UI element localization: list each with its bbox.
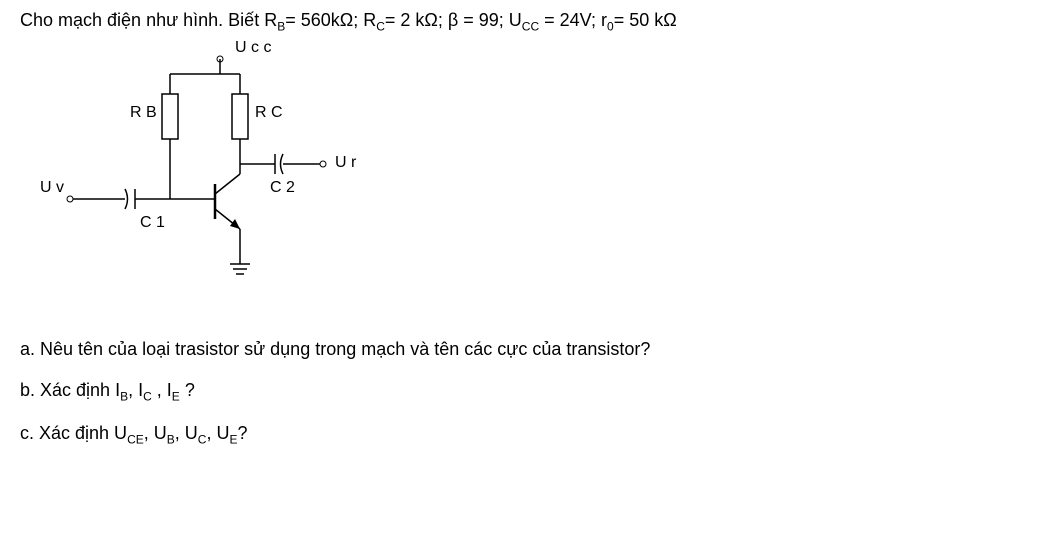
qb-mid1: , I xyxy=(128,380,143,400)
r0-val: = 50 kΩ xyxy=(614,10,677,30)
rc-sub: C xyxy=(376,20,385,34)
problem-statement: Cho mạch điện như hình. Biết RB= 560kΩ; … xyxy=(20,10,1021,34)
qc-uce: CE xyxy=(127,433,144,447)
qb-suffix: ? xyxy=(180,380,195,400)
rb-val: = 560kΩ; R xyxy=(285,10,376,30)
qb-ic: C xyxy=(143,389,152,403)
circuit-diagram: U c c R B R C U v U r C 2 C 1 xyxy=(40,39,390,299)
question-c: c. Xác định UCE, UB, UC, UE? xyxy=(20,423,1021,447)
c2-label: C 2 xyxy=(270,179,295,197)
question-b: b. Xác định IB, IC , IE ? xyxy=(20,380,1021,404)
c1-label: C 1 xyxy=(140,214,165,232)
r0-sub: 0 xyxy=(607,20,614,34)
uv-label: U v xyxy=(40,179,64,197)
qb-ib: B xyxy=(120,389,128,403)
questions-section: a. Nêu tên của loại trasistor sử dụng tr… xyxy=(20,339,1021,447)
question-a: a. Nêu tên của loại trasistor sử dụng tr… xyxy=(20,339,1021,360)
ur-label: U r xyxy=(335,154,356,172)
qc-suffix: ? xyxy=(237,423,247,443)
qc-mid3: , U xyxy=(206,423,229,443)
intro-text: Cho mạch điện như hình. Biết R xyxy=(20,10,277,30)
qb-ie: E xyxy=(172,389,180,403)
rb-label: R B xyxy=(130,104,157,122)
qc-ub: B xyxy=(167,433,175,447)
qb-mid2: , I xyxy=(152,380,172,400)
qb-prefix: b. Xác định I xyxy=(20,380,120,400)
ucc-sub: CC xyxy=(522,20,539,34)
ucc-val: = 24V; r xyxy=(539,10,607,30)
rc-val: = 2 kΩ; β = 99; U xyxy=(385,10,522,30)
qc-prefix: c. Xác định U xyxy=(20,423,127,443)
qc-mid2: , U xyxy=(175,423,198,443)
ucc-label: U c c xyxy=(235,39,271,57)
qc-mid1: , U xyxy=(144,423,167,443)
rc-label: R C xyxy=(255,104,283,122)
